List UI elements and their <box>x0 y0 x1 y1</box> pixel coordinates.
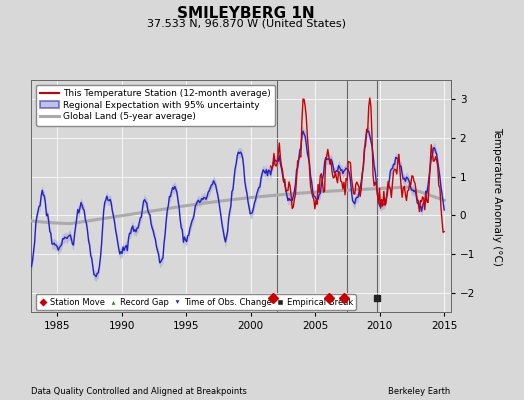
Text: SMILEYBERG 1N: SMILEYBERG 1N <box>178 6 315 21</box>
Legend: Station Move, Record Gap, Time of Obs. Change, Empirical Break: Station Move, Record Gap, Time of Obs. C… <box>36 294 356 310</box>
Text: Berkeley Earth: Berkeley Earth <box>388 387 451 396</box>
Text: Data Quality Controlled and Aligned at Breakpoints: Data Quality Controlled and Aligned at B… <box>31 387 247 396</box>
Y-axis label: Temperature Anomaly (°C): Temperature Anomaly (°C) <box>492 126 501 266</box>
Text: 37.533 N, 96.870 W (United States): 37.533 N, 96.870 W (United States) <box>147 18 346 28</box>
